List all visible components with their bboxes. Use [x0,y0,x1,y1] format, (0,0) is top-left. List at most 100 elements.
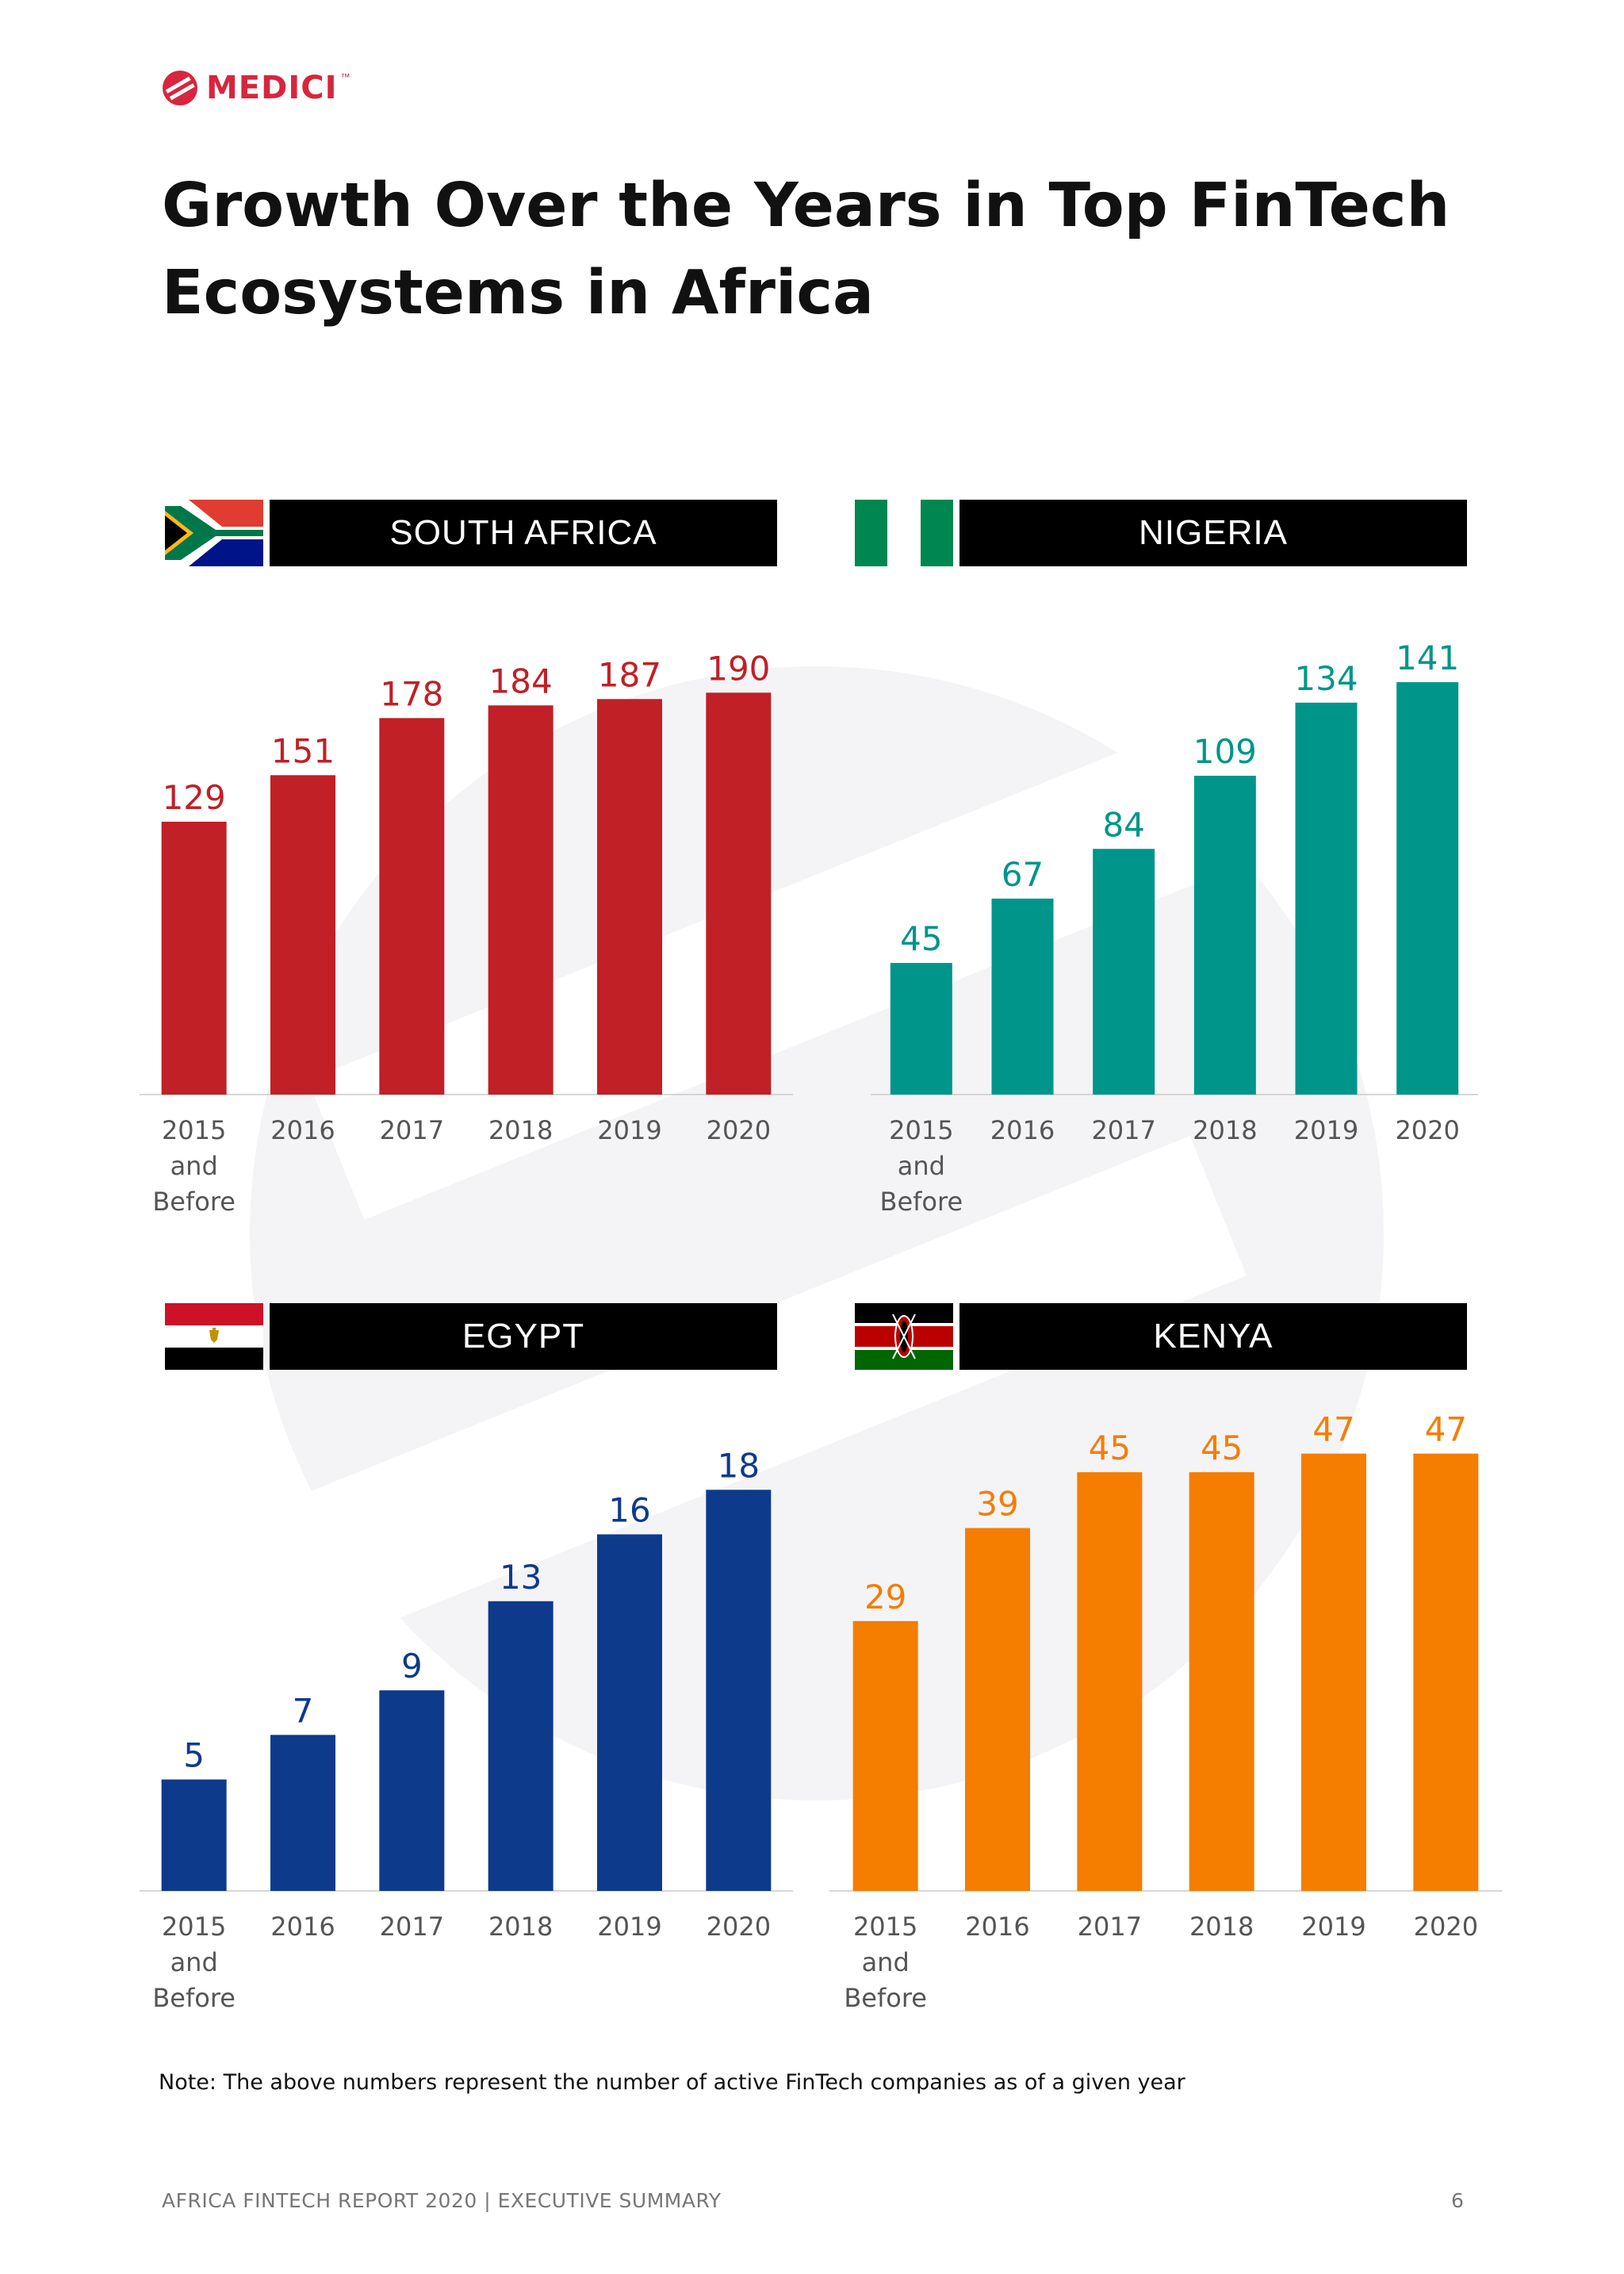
x-tick-label: 2015 [162,1912,226,1942]
x-tick-label: Before [844,1983,927,2013]
country-label-kenya: KENYA [959,1303,1467,1370]
bar [1193,776,1256,1095]
x-tick-label: Before [880,1187,963,1217]
x-tick-label: and [898,1151,945,1181]
bar [488,1601,553,1891]
x-tick-label: 2017 [380,1115,444,1145]
data-label: 16 [608,1490,650,1529]
data-label: 47 [1312,1410,1354,1449]
bar [488,705,553,1095]
bar [1295,702,1358,1095]
data-label: 29 [864,1578,906,1616]
x-tick-label: 2015 [889,1115,953,1145]
data-label: 45 [900,919,942,958]
footer-page-number: 6 [1451,2189,1464,2212]
x-tick-label: 2018 [1189,1912,1254,1942]
bar [597,699,662,1095]
brand-name: MEDICI [206,70,338,106]
data-label: 45 [1201,1428,1243,1467]
bar [161,822,227,1095]
south-africa-flag-icon [165,500,263,566]
medici-logo-icon [163,71,197,105]
x-tick-label: and [170,1947,218,1977]
x-tick-label: 2016 [270,1912,335,1942]
bar [1396,682,1459,1095]
egypt-flag-icon [165,1303,263,1370]
data-label: 13 [500,1558,542,1597]
bar [706,1490,772,1891]
data-label: 178 [380,674,443,713]
data-label: 18 [718,1446,760,1485]
bar [270,775,335,1095]
x-tick-label: 2018 [1193,1115,1257,1145]
bar [852,1620,918,1891]
bar [1413,1453,1479,1891]
bar [1093,849,1155,1095]
x-tick-label: 2018 [488,1912,553,1942]
bar [597,1534,662,1891]
data-label: 141 [1396,638,1459,677]
x-tick-label: 2020 [707,1912,771,1942]
data-label: 84 [1102,805,1144,844]
x-tick-label: 2020 [707,1115,771,1145]
x-tick-label: 2016 [990,1115,1055,1145]
data-label: 187 [598,655,661,694]
bar [1301,1453,1366,1891]
x-tick-label: 2017 [380,1912,444,1942]
data-label: 109 [1193,732,1257,771]
data-label: 129 [163,778,226,817]
bar [965,1528,1030,1891]
data-label: 47 [1425,1410,1467,1449]
x-tick-label: 2019 [597,1115,661,1145]
x-tick-label: 2017 [1078,1912,1142,1942]
kenya-flag-icon [855,1303,953,1370]
bar [161,1779,227,1891]
x-tick-label: 2020 [1414,1912,1478,1942]
x-tick-label: 2016 [965,1912,1029,1942]
bar [991,898,1054,1095]
x-tick-label: and [170,1151,218,1181]
x-tick-label: 2015 [853,1912,917,1942]
x-tick-label: 2018 [488,1115,553,1145]
medici-logo: MEDICI ™ [162,68,354,108]
country-label-nigeria: NIGERIA [959,500,1467,566]
brand-tm: ™ [340,71,350,82]
nigeria-flag-icon [855,500,953,566]
bar [270,1735,335,1891]
x-tick-label: 2020 [1395,1115,1459,1145]
bar [379,718,445,1095]
data-label: 67 [1002,855,1044,894]
x-tick-label: Before [152,1187,236,1217]
page-title: Growth Over the Years in Top FinTech Eco… [162,171,1450,328]
data-label: 184 [489,661,553,700]
x-tick-label: 2019 [597,1912,661,1942]
x-tick-label: 2019 [1301,1912,1365,1942]
bar [890,963,952,1095]
x-tick-label: and [862,1947,910,1977]
data-label: 45 [1089,1428,1131,1467]
x-tick-label: 2019 [1294,1115,1358,1145]
x-tick-label: Before [152,1983,236,2013]
bar [379,1690,445,1891]
data-label: 5 [183,1736,205,1775]
bar [706,692,772,1095]
x-tick-label: 2015 [162,1115,226,1145]
country-label-south-africa: SOUTH AFRICA [270,500,777,566]
x-tick-label: 2017 [1091,1115,1155,1145]
data-label: 190 [707,649,770,688]
x-tick-label: 2016 [270,1115,335,1145]
data-label: 39 [976,1485,1018,1524]
bar [1189,1472,1254,1891]
bar [1077,1472,1143,1891]
data-label: 151 [271,731,335,770]
footer-report-title: AFRICA FINTECH REPORT 2020 | EXECUTIVE S… [162,2189,722,2212]
data-label: 134 [1294,659,1358,698]
data-label: 9 [401,1647,423,1685]
data-label: 7 [293,1691,314,1730]
country-label-egypt: EGYPT [270,1303,777,1370]
chart-note: Note: The above numbers represent the nu… [159,2070,1185,2095]
